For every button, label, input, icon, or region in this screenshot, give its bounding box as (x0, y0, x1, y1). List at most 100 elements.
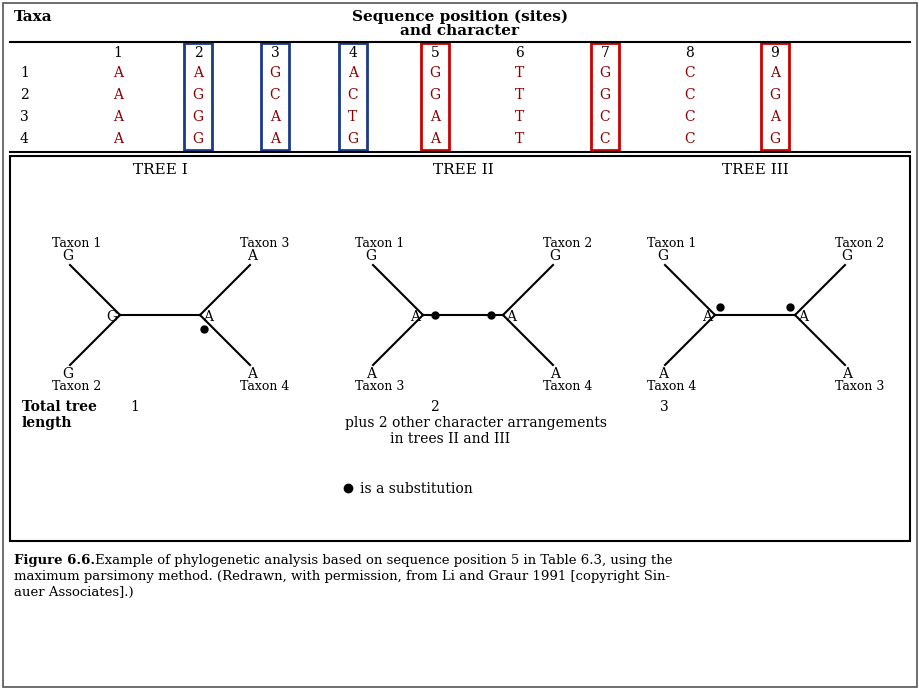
Text: T: T (515, 88, 524, 102)
Text: G: G (599, 88, 610, 102)
Text: A: A (366, 367, 376, 381)
Text: G: G (192, 110, 203, 124)
Text: G: G (657, 249, 668, 263)
Text: TREE II: TREE II (432, 163, 493, 177)
Text: maximum parsimony method. (Redrawn, with permission, from Li and Graur 1991 [cop: maximum parsimony method. (Redrawn, with… (14, 570, 669, 583)
Text: A: A (113, 110, 123, 124)
Bar (760, 43, 789, 150)
Bar (10, 156, 909, 541)
Text: A: A (347, 66, 357, 80)
Text: A: A (193, 66, 203, 80)
Bar (590, 43, 618, 150)
Text: plus 2 other character arrangements: plus 2 other character arrangements (345, 416, 607, 430)
Text: A: A (269, 110, 279, 124)
Text: Taxon 1: Taxon 1 (646, 237, 696, 250)
Text: G: G (429, 66, 440, 80)
Text: Taxon 4: Taxon 4 (240, 380, 289, 393)
Text: Taxon 2: Taxon 2 (52, 380, 101, 393)
Text: 1: 1 (113, 46, 122, 60)
Text: G: G (429, 88, 440, 102)
Text: A: A (797, 310, 807, 324)
Text: 5: 5 (430, 46, 439, 60)
Text: A: A (113, 88, 123, 102)
Text: Taxon 3: Taxon 3 (355, 380, 404, 393)
Text: 1: 1 (130, 400, 139, 414)
Text: G: G (365, 249, 376, 263)
Text: Taxon 2: Taxon 2 (542, 237, 592, 250)
Text: G: G (62, 367, 74, 381)
Text: A: A (246, 249, 256, 263)
Text: C: C (684, 110, 695, 124)
Text: 6: 6 (515, 46, 524, 60)
Text: TREE III: TREE III (720, 163, 788, 177)
Text: is a substitution: is a substitution (359, 482, 472, 496)
Text: G: G (106, 310, 117, 324)
Text: 3: 3 (270, 46, 279, 60)
Text: G: G (549, 249, 560, 263)
Text: 4: 4 (20, 132, 28, 146)
Text: A: A (410, 310, 420, 324)
Text: C: C (599, 110, 609, 124)
Text: G: G (768, 88, 779, 102)
Text: 7: 7 (600, 46, 608, 60)
Text: Taxon 1: Taxon 1 (52, 237, 101, 250)
Text: 8: 8 (685, 46, 694, 60)
Text: 3: 3 (20, 110, 28, 124)
Text: C: C (599, 132, 609, 146)
Text: 2: 2 (20, 88, 28, 102)
Text: C: C (684, 88, 695, 102)
Text: Sequence position (sites): Sequence position (sites) (352, 10, 567, 24)
Text: A: A (769, 110, 779, 124)
Bar (338, 43, 367, 150)
Text: A: A (429, 132, 439, 146)
Text: Taxa: Taxa (14, 10, 52, 24)
Text: C: C (684, 132, 695, 146)
Text: A: A (246, 367, 256, 381)
Text: T: T (515, 66, 524, 80)
Text: G: G (62, 249, 74, 263)
Text: T: T (515, 110, 524, 124)
Text: Taxon 2: Taxon 2 (834, 237, 883, 250)
Text: A: A (701, 310, 711, 324)
Text: T: T (348, 110, 357, 124)
Text: auer Associates].): auer Associates].) (14, 586, 133, 599)
Text: G: G (599, 66, 610, 80)
Text: A: A (505, 310, 516, 324)
Text: A: A (113, 132, 123, 146)
Text: 1: 1 (20, 66, 28, 80)
Text: 2: 2 (193, 46, 202, 60)
Text: A: A (657, 367, 667, 381)
Text: Taxon 4: Taxon 4 (542, 380, 592, 393)
Text: 3: 3 (659, 400, 668, 414)
Text: A: A (269, 132, 279, 146)
Bar (261, 43, 289, 150)
Text: Taxon 4: Taxon 4 (646, 380, 696, 393)
Text: Example of phylogenetic analysis based on sequence position 5 in Table 6.3, usin: Example of phylogenetic analysis based o… (95, 554, 672, 567)
Text: 2: 2 (429, 400, 438, 414)
Text: TREE I: TREE I (132, 163, 187, 177)
Text: and character: and character (400, 24, 519, 38)
Text: G: G (841, 249, 852, 263)
Text: C: C (684, 66, 695, 80)
Bar (421, 43, 448, 150)
Text: C: C (269, 88, 280, 102)
Text: G: G (192, 88, 203, 102)
Text: A: A (550, 367, 560, 381)
Text: Figure 6.6.: Figure 6.6. (14, 554, 95, 567)
Text: Taxon 3: Taxon 3 (834, 380, 883, 393)
Text: Taxon 3: Taxon 3 (240, 237, 289, 250)
Text: A: A (203, 310, 213, 324)
Text: G: G (269, 66, 280, 80)
Text: in trees II and III: in trees II and III (390, 432, 509, 446)
Bar (184, 43, 211, 150)
Text: C: C (347, 88, 357, 102)
Text: A: A (841, 367, 851, 381)
Text: A: A (113, 66, 123, 80)
Text: 4: 4 (348, 46, 357, 60)
Text: A: A (769, 66, 779, 80)
Text: A: A (429, 110, 439, 124)
Text: T: T (515, 132, 524, 146)
Text: length: length (22, 416, 73, 430)
Text: 9: 9 (770, 46, 778, 60)
Text: G: G (768, 132, 779, 146)
